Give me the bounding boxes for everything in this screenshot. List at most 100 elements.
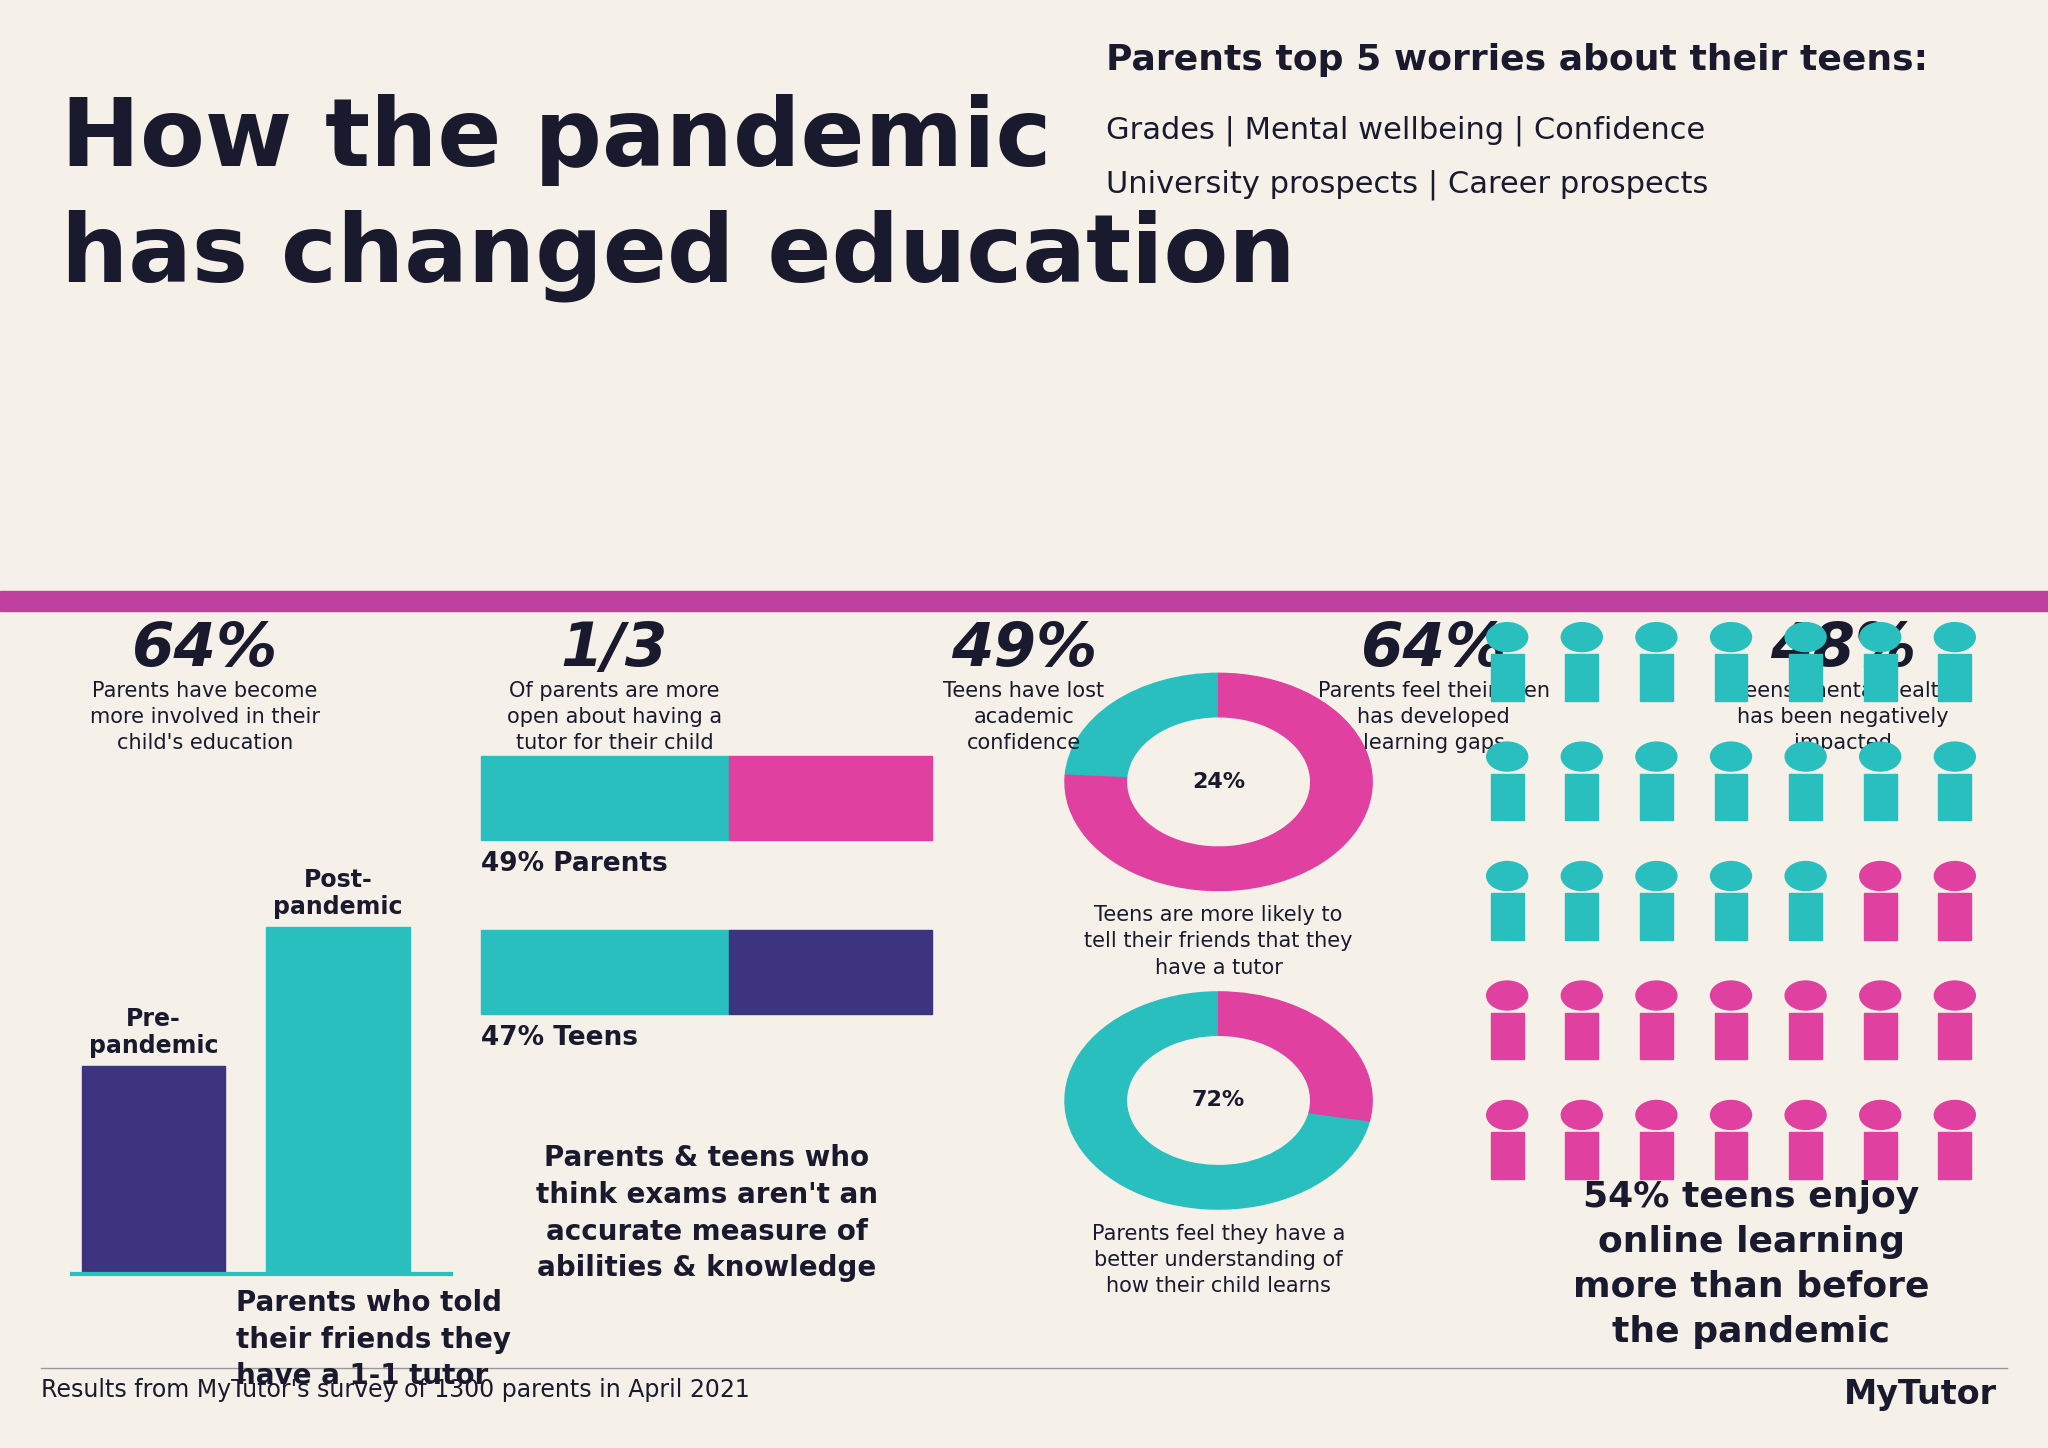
- Polygon shape: [1565, 893, 1597, 940]
- Circle shape: [1933, 862, 1974, 891]
- Polygon shape: [1790, 1132, 1823, 1179]
- Circle shape: [1933, 741, 1974, 770]
- Text: Grades | Mental wellbeing | Confidence: Grades | Mental wellbeing | Confidence: [1106, 116, 1706, 146]
- Polygon shape: [1714, 893, 1747, 940]
- Polygon shape: [1937, 1132, 1970, 1179]
- Polygon shape: [1491, 1132, 1524, 1179]
- Circle shape: [1710, 1100, 1751, 1129]
- Text: Teens' mental health
has been negatively
impacted: Teens' mental health has been negatively…: [1735, 681, 1952, 753]
- Polygon shape: [1640, 1132, 1673, 1179]
- Text: 24%: 24%: [1192, 772, 1245, 792]
- Polygon shape: [1714, 654, 1747, 701]
- Bar: [266, 927, 410, 1274]
- Text: Parents feel their teen
has developed
learning gaps: Parents feel their teen has developed le…: [1317, 681, 1550, 753]
- Text: 48%: 48%: [1769, 620, 1917, 679]
- Text: 64%: 64%: [1360, 620, 1507, 679]
- Circle shape: [1860, 862, 1901, 891]
- Polygon shape: [1937, 1014, 1970, 1060]
- Circle shape: [1487, 1100, 1528, 1129]
- Circle shape: [1487, 862, 1528, 891]
- Polygon shape: [1937, 773, 1970, 820]
- Text: Parents who told
their friends they
have a 1-1 tutor: Parents who told their friends they have…: [236, 1289, 510, 1390]
- Text: 64%: 64%: [131, 620, 279, 679]
- Polygon shape: [1491, 654, 1524, 701]
- Polygon shape: [1714, 773, 1747, 820]
- Text: 49%: 49%: [950, 620, 1098, 679]
- Circle shape: [1561, 862, 1602, 891]
- Circle shape: [1487, 982, 1528, 1011]
- Polygon shape: [1565, 1132, 1597, 1179]
- Circle shape: [1710, 982, 1751, 1011]
- Bar: [0, 591, 2048, 611]
- Text: Parents feel they have a
better understanding of
how their child learns: Parents feel they have a better understa…: [1092, 1224, 1346, 1296]
- Circle shape: [1561, 982, 1602, 1011]
- Polygon shape: [1640, 773, 1673, 820]
- Circle shape: [1710, 623, 1751, 652]
- Circle shape: [1786, 862, 1827, 891]
- Polygon shape: [1565, 1014, 1597, 1060]
- Text: University prospects | Career prospects: University prospects | Career prospects: [1106, 169, 1708, 200]
- Circle shape: [1561, 741, 1602, 770]
- Circle shape: [1933, 1100, 1974, 1129]
- Wedge shape: [1219, 992, 1372, 1121]
- Circle shape: [1636, 982, 1677, 1011]
- Polygon shape: [1640, 654, 1673, 701]
- Polygon shape: [1790, 893, 1823, 940]
- Circle shape: [1860, 741, 1901, 770]
- Circle shape: [1710, 862, 1751, 891]
- Circle shape: [1487, 741, 1528, 770]
- Circle shape: [1786, 1100, 1827, 1129]
- Circle shape: [1636, 741, 1677, 770]
- Polygon shape: [1491, 1014, 1524, 1060]
- Wedge shape: [1065, 673, 1219, 778]
- Circle shape: [1860, 623, 1901, 652]
- Text: 1/3: 1/3: [561, 620, 668, 679]
- Text: Teens have lost
academic
confidence: Teens have lost academic confidence: [944, 681, 1104, 753]
- Text: 54% teens enjoy
online learning
more than before
the pandemic: 54% teens enjoy online learning more tha…: [1573, 1180, 1929, 1348]
- Polygon shape: [1640, 893, 1673, 940]
- Text: Parents & teens who
think exams aren't an
accurate measure of
abilities & knowle: Parents & teens who think exams aren't a…: [537, 1144, 877, 1283]
- Wedge shape: [1065, 992, 1370, 1209]
- Bar: [82, 1066, 225, 1274]
- Text: Of parents are more
open about having a
tutor for their child: Of parents are more open about having a …: [506, 681, 723, 753]
- Text: 72%: 72%: [1192, 1090, 1245, 1111]
- Polygon shape: [1864, 654, 1896, 701]
- Text: MyTutor: MyTutor: [1843, 1378, 1997, 1412]
- Wedge shape: [1065, 673, 1372, 891]
- Text: Pre-
pandemic: Pre- pandemic: [88, 1006, 219, 1058]
- Circle shape: [1636, 1100, 1677, 1129]
- Circle shape: [1933, 982, 1974, 1011]
- Polygon shape: [1864, 773, 1896, 820]
- Polygon shape: [1864, 893, 1896, 940]
- Polygon shape: [1491, 893, 1524, 940]
- Polygon shape: [1491, 773, 1524, 820]
- Text: Parents have become
more involved in their
child's education: Parents have become more involved in the…: [90, 681, 319, 753]
- Circle shape: [1710, 741, 1751, 770]
- Circle shape: [1487, 623, 1528, 652]
- Circle shape: [1786, 741, 1827, 770]
- Text: Teens are more likely to
tell their friends that they
have a tutor: Teens are more likely to tell their frie…: [1083, 905, 1354, 977]
- Bar: [481, 756, 729, 840]
- Polygon shape: [1790, 1014, 1823, 1060]
- Polygon shape: [1790, 654, 1823, 701]
- Text: Post-
pandemic: Post- pandemic: [272, 867, 403, 919]
- Bar: [729, 930, 932, 1014]
- Bar: [729, 756, 932, 840]
- Circle shape: [1860, 1100, 1901, 1129]
- Text: How the pandemic: How the pandemic: [61, 94, 1053, 187]
- Circle shape: [1636, 623, 1677, 652]
- Polygon shape: [1565, 773, 1597, 820]
- Circle shape: [1561, 623, 1602, 652]
- Text: 49% Parents: 49% Parents: [481, 851, 668, 877]
- Circle shape: [1636, 862, 1677, 891]
- Polygon shape: [1864, 1132, 1896, 1179]
- Circle shape: [1860, 982, 1901, 1011]
- Bar: [481, 930, 729, 1014]
- Circle shape: [1786, 623, 1827, 652]
- Text: Results from MyTutor's survey of 1300 parents in April 2021: Results from MyTutor's survey of 1300 pa…: [41, 1378, 750, 1403]
- Polygon shape: [1714, 1132, 1747, 1179]
- Polygon shape: [1937, 654, 1970, 701]
- Polygon shape: [1640, 1014, 1673, 1060]
- Polygon shape: [1790, 773, 1823, 820]
- Text: has changed education: has changed education: [61, 210, 1296, 303]
